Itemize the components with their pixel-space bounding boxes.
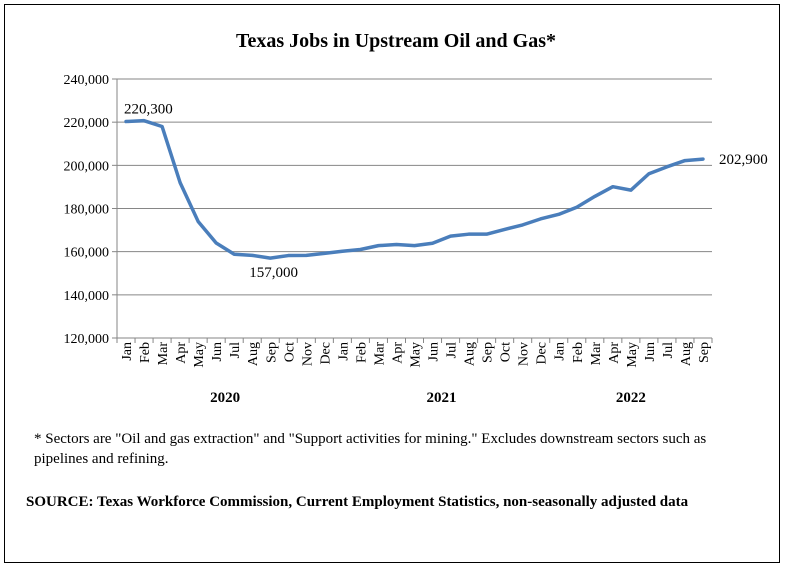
x-tick-label: Mar: [372, 342, 387, 366]
x-tick-label: Aug: [679, 342, 694, 366]
x-tick-label: May: [409, 342, 424, 368]
y-tick-label: 220,000: [64, 116, 110, 131]
source-note: SOURCE: Texas Workforce Commission, Curr…: [26, 494, 689, 510]
x-tick-label: Dec: [535, 342, 550, 365]
x-tick-label: Mar: [156, 342, 171, 366]
gridlines: [117, 78, 712, 296]
data-label: 220,300: [124, 102, 173, 118]
data-labels: 220,300 157,000 202,900: [124, 102, 768, 282]
x-tick-label: Apr: [174, 342, 189, 364]
x-tick-label: May: [192, 342, 207, 368]
y-axis-ticks: 120,000 140,000 160,000 180,000 200,000 220,0…: [64, 73, 110, 347]
x-tick-label: Apr: [390, 342, 405, 364]
x-tick-label: Jan: [336, 342, 351, 361]
x-tick-label: Jan: [120, 342, 135, 361]
x-tick-label: Feb: [138, 342, 153, 363]
x-tick-label: May: [625, 342, 640, 368]
x-tick-label: Sep: [697, 342, 712, 363]
y-tick-label: 120,000: [64, 332, 110, 347]
x-tick-label: Apr: [607, 342, 622, 364]
chart-title: Texas Jobs in Upstream Oil and Gas*: [236, 30, 556, 52]
x-tick-label: Feb: [354, 342, 369, 363]
year-label: 2021: [427, 390, 457, 406]
y-tick-label: 160,000: [64, 246, 110, 261]
x-tick-label: Jul: [228, 342, 243, 358]
x-tick-label: Mar: [589, 342, 604, 366]
x-tick-label: Oct: [282, 342, 297, 362]
y-tick-label: 140,000: [64, 289, 110, 304]
axes: [112, 78, 713, 343]
x-tick-label: Jun: [210, 342, 225, 361]
x-tick-label: Aug: [463, 342, 478, 366]
x-tick-label: Feb: [571, 342, 586, 363]
x-tick-label: Aug: [246, 342, 261, 366]
x-axis-year-labels: 2020 2021 2022: [210, 390, 646, 406]
x-tick-label: Nov: [300, 342, 315, 366]
x-tick-label: Sep: [481, 342, 496, 363]
year-label: 2020: [210, 390, 240, 406]
series-lines: [124, 118, 705, 260]
y-tick-label: 200,000: [64, 159, 110, 174]
x-tick-label: Oct: [499, 342, 514, 362]
x-tick-label: Jan: [553, 342, 568, 361]
x-tick-label: Nov: [517, 342, 532, 366]
data-label: 157,000: [249, 265, 298, 281]
footnote: * Sectors are "Oil and gas extraction" a…: [34, 431, 707, 467]
x-axis-month-labels: Jan Feb Mar Apr May Jun Jul Aug Sep Oct Nov Dec Jan F…: [120, 342, 712, 368]
x-tick-label: Sep: [264, 342, 279, 363]
data-label: 202,900: [719, 152, 768, 168]
x-tick-label: Jun: [427, 342, 442, 361]
chart-frame: [4, 4, 780, 563]
x-tick-label: Dec: [318, 342, 333, 365]
x-tick-label: Jun: [643, 342, 658, 361]
y-tick-label: 240,000: [64, 73, 110, 88]
series-line: [124, 118, 705, 260]
x-tick-label: Jul: [445, 342, 460, 358]
x-tick-label: Jul: [661, 342, 676, 358]
year-label: 2022: [616, 390, 646, 406]
y-tick-label: 180,000: [64, 203, 110, 218]
